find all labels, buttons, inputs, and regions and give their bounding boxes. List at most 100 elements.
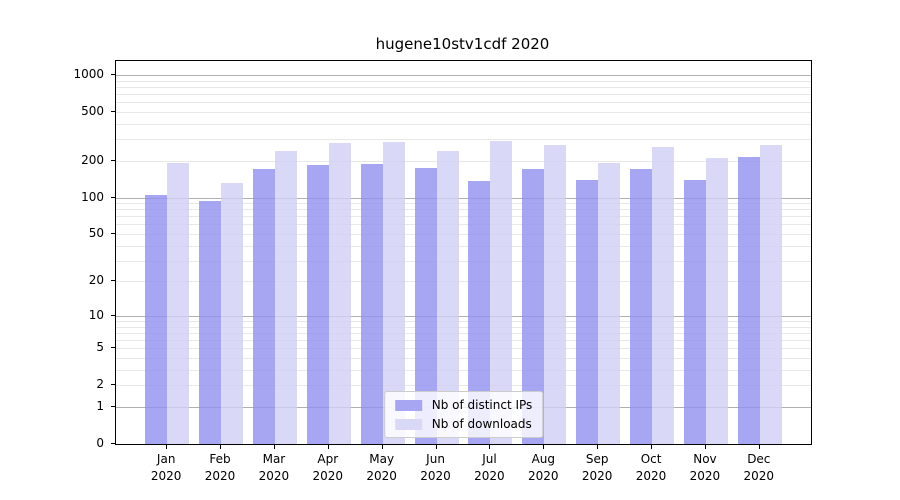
gridline-minor bbox=[116, 260, 811, 262]
gridline-minor bbox=[116, 102, 811, 104]
gridline-minor bbox=[116, 326, 811, 328]
y-tick-mark bbox=[111, 110, 115, 112]
x-tick-label: Apr 2020 bbox=[298, 451, 358, 485]
gridline-minor bbox=[116, 358, 811, 360]
y-tick-label: 20 bbox=[88, 273, 104, 288]
x-tick-label: Mar 2020 bbox=[244, 451, 304, 485]
y-tick-label: 1000 bbox=[73, 67, 104, 81]
x-tick-month: Sep bbox=[585, 452, 609, 466]
y-tick-label: 50 bbox=[88, 225, 104, 240]
x-tick-year: 2020 bbox=[150, 469, 182, 483]
x-tick-month: Aug bbox=[531, 452, 556, 466]
gridline-minor bbox=[116, 340, 811, 342]
x-tick-mark bbox=[758, 445, 760, 449]
bar-downloads bbox=[490, 140, 513, 444]
x-tick-mark bbox=[273, 445, 275, 449]
legend-label-distinct-ips: Nb of distinct IPs bbox=[431, 398, 533, 412]
gridline-major bbox=[116, 197, 811, 199]
gridline-minor bbox=[116, 123, 811, 125]
x-tick-mark bbox=[381, 445, 383, 449]
bar-downloads bbox=[544, 144, 567, 444]
bar-distinct-ips bbox=[414, 168, 437, 444]
y-tick-mark bbox=[111, 314, 115, 316]
x-tick-year: 2020 bbox=[689, 469, 721, 483]
bar-downloads bbox=[598, 162, 621, 444]
bar-distinct-ips bbox=[252, 169, 275, 444]
x-tick-label: Aug 2020 bbox=[513, 451, 573, 485]
x-tick-label: May 2020 bbox=[352, 451, 412, 485]
gridline-minor bbox=[116, 385, 811, 387]
y-tick-label: 500 bbox=[81, 103, 104, 118]
y-tick-mark bbox=[111, 159, 115, 161]
legend: Nb of distinct IPs Nb of downloads bbox=[383, 391, 544, 438]
x-tick-mark bbox=[166, 445, 168, 449]
legend-item-distinct-ips: Nb of distinct IPs bbox=[394, 398, 533, 412]
gridline-minor bbox=[116, 233, 811, 235]
x-tick-mark bbox=[220, 445, 222, 449]
x-tick-month: Mar bbox=[262, 452, 286, 466]
y-tick-label: 0 bbox=[96, 436, 104, 450]
gridline-minor bbox=[116, 209, 811, 211]
gridline-minor bbox=[116, 80, 811, 82]
x-tick-label: Feb 2020 bbox=[190, 451, 250, 485]
bar-distinct-ips bbox=[360, 164, 383, 444]
x-tick-year: 2020 bbox=[204, 469, 236, 483]
bar-distinct-ips bbox=[522, 168, 545, 444]
gridline-minor bbox=[116, 160, 811, 162]
x-tick-year: 2020 bbox=[581, 469, 613, 483]
gridline-minor bbox=[116, 369, 811, 371]
y-tick-label: 100 bbox=[81, 189, 104, 204]
y-tick-mark bbox=[111, 74, 115, 75]
bar-distinct-ips bbox=[576, 180, 599, 444]
y-tick-label: 10 bbox=[88, 307, 104, 322]
x-tick-month: Jun bbox=[426, 452, 445, 466]
bar-downloads bbox=[652, 146, 675, 444]
gridline-minor bbox=[116, 216, 811, 218]
bar-downloads bbox=[221, 183, 244, 444]
x-tick-label: Jun 2020 bbox=[406, 451, 466, 485]
x-tick-mark bbox=[489, 445, 491, 449]
gridline-major bbox=[116, 315, 811, 317]
y-tick-mark bbox=[111, 232, 115, 234]
gridline-minor bbox=[116, 139, 811, 141]
y-tick-mark bbox=[111, 196, 115, 198]
x-tick-year: 2020 bbox=[366, 469, 397, 483]
x-tick-year: 2020 bbox=[312, 469, 344, 483]
bar-downloads bbox=[382, 141, 405, 444]
gridline-minor bbox=[116, 224, 811, 226]
x-tick-year: 2020 bbox=[635, 469, 667, 483]
gridline-minor bbox=[116, 281, 811, 283]
gridline-minor bbox=[116, 111, 811, 113]
x-tick-year: 2020 bbox=[528, 469, 559, 483]
y-tick-mark bbox=[111, 384, 115, 386]
y-tick-label: 1 bbox=[96, 398, 104, 413]
legend-swatch-downloads bbox=[394, 418, 422, 430]
gridline-minor bbox=[116, 86, 811, 88]
gridline-minor bbox=[116, 348, 811, 350]
bar-downloads bbox=[436, 151, 459, 444]
legend-label-downloads: Nb of downloads bbox=[431, 417, 532, 431]
gridline-minor bbox=[116, 94, 811, 96]
legend-item-downloads: Nb of downloads bbox=[394, 417, 533, 431]
x-tick-label: Jan 2020 bbox=[136, 451, 196, 485]
bar-distinct-ips bbox=[145, 195, 168, 444]
x-tick-month: Dec bbox=[747, 452, 771, 466]
bar-downloads bbox=[328, 142, 351, 444]
x-tick-mark bbox=[704, 445, 706, 449]
x-tick-label: Sep 2020 bbox=[567, 451, 627, 485]
gridline-minor bbox=[116, 203, 811, 205]
y-tick-label: 200 bbox=[81, 152, 104, 167]
x-tick-label: Jul 2020 bbox=[459, 451, 519, 485]
gridline-minor bbox=[116, 332, 811, 334]
x-tick-month: Nov bbox=[693, 452, 717, 466]
x-tick-year: 2020 bbox=[474, 469, 505, 483]
x-tick-month: May bbox=[369, 452, 395, 466]
bar-distinct-ips bbox=[630, 168, 653, 444]
gridline-minor bbox=[116, 321, 811, 323]
x-tick-mark bbox=[651, 445, 653, 449]
x-tick-label: Nov 2020 bbox=[675, 451, 735, 485]
x-tick-month: Feb bbox=[209, 452, 231, 466]
gridline-major bbox=[116, 75, 811, 76]
bar-downloads bbox=[705, 158, 728, 444]
